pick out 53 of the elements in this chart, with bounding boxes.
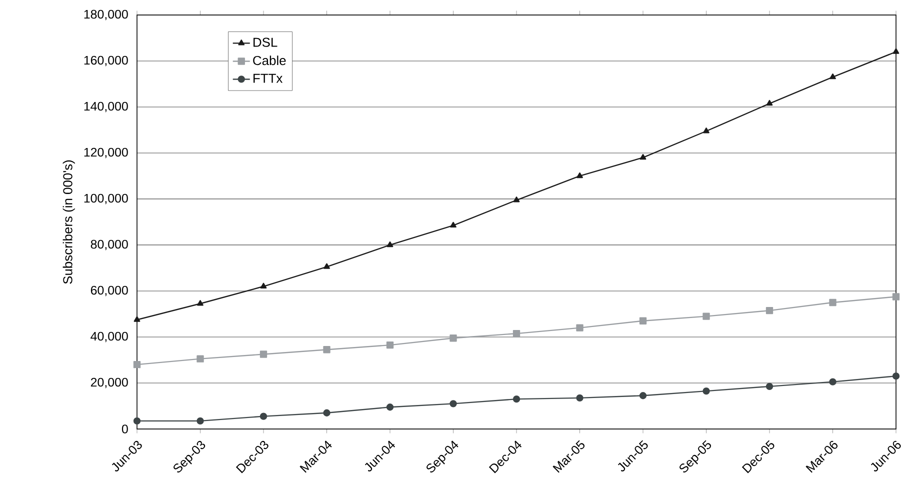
point <box>386 241 394 248</box>
y-tick-label: 20,000 <box>90 378 128 388</box>
y-tick-label: 160,000 <box>84 56 128 66</box>
point <box>576 324 584 332</box>
point <box>512 330 520 338</box>
point <box>892 293 900 300</box>
point <box>323 346 330 354</box>
point <box>450 334 457 342</box>
point <box>766 306 774 314</box>
point <box>576 172 583 178</box>
point <box>450 400 457 408</box>
point <box>639 317 647 324</box>
point <box>829 378 836 386</box>
point <box>766 100 773 106</box>
y-tick-label: 80,000 <box>90 240 128 250</box>
point <box>702 312 710 320</box>
y-tick-label: 120,000 <box>84 148 128 158</box>
point <box>196 417 204 425</box>
y-tick-label: 140,000 <box>84 102 128 112</box>
point <box>703 128 710 134</box>
point <box>830 73 836 80</box>
point <box>260 282 267 288</box>
y-tick-label: 180,000 <box>84 10 128 20</box>
point <box>512 395 520 403</box>
legend-label: DSL <box>254 38 278 47</box>
point <box>260 350 268 358</box>
point <box>766 382 774 390</box>
point <box>639 392 647 400</box>
point <box>323 409 330 416</box>
y-tick-label: 0 <box>122 424 128 434</box>
legend-label: Cable <box>253 56 286 66</box>
point <box>386 404 394 411</box>
point <box>260 412 268 420</box>
point <box>324 263 330 269</box>
point <box>892 372 900 380</box>
point <box>829 298 836 306</box>
point <box>386 341 394 349</box>
y-axis-title: Subscribers (in 000's) <box>62 160 75 284</box>
point <box>640 154 646 160</box>
y-tick-label: 40,000 <box>90 332 128 342</box>
point <box>196 355 204 362</box>
y-tick-label: 60,000 <box>90 286 128 296</box>
point <box>134 316 140 322</box>
point <box>133 417 141 425</box>
point <box>450 222 456 228</box>
point <box>892 48 900 54</box>
point <box>133 360 141 368</box>
point <box>513 196 520 202</box>
legend-label: FTTx <box>254 74 283 83</box>
point <box>197 300 204 306</box>
point <box>702 387 710 395</box>
y-tick-label: 100,000 <box>84 194 128 204</box>
point <box>576 394 584 402</box>
